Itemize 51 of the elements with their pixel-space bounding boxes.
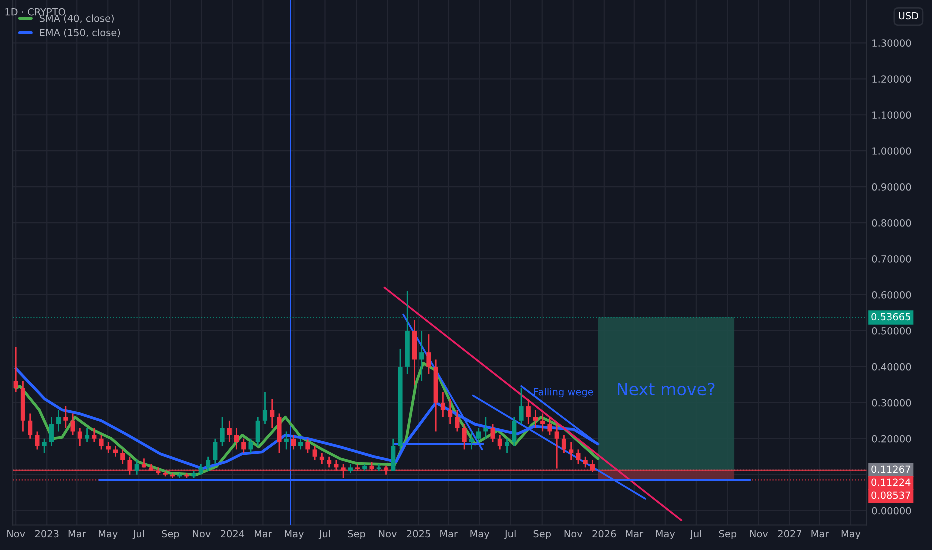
text: 1D · CRYPTO	[6, 8, 66, 16]
x-tick-label: Nov	[750, 530, 768, 538]
x-tick-label: Mar	[254, 530, 272, 538]
x-tick-label: Nov	[8, 530, 26, 538]
y-tick-label: 1.10000	[872, 112, 912, 119]
y-tick-label: 1.30000	[872, 40, 912, 48]
x-tick-label: Sep	[534, 530, 551, 540]
x-tick-label: May	[470, 530, 490, 540]
y-tick-label: 1.20000	[872, 76, 912, 83]
x-tick-label: Jul	[690, 530, 702, 540]
y-axis-title: USD	[899, 12, 919, 20]
x-tick-label: May	[656, 530, 676, 540]
y-tick-label: 0.40000	[872, 363, 912, 371]
x-tick-label: 2025	[407, 530, 430, 538]
y-tick-label: 0.00000	[872, 507, 912, 515]
y-tick-label: 0.70000	[872, 256, 912, 263]
x-tick-label: Jul	[504, 530, 516, 540]
y-tick-label: 0.30000	[872, 399, 912, 407]
x-tick-label: Mar	[68, 530, 86, 538]
y-tick-label: 0.50000	[872, 327, 912, 335]
x-tick-label: May	[99, 530, 118, 540]
ref-line-label: 0.53665	[872, 313, 910, 321]
y-tick-label: 0.60000	[872, 291, 912, 299]
x-tick-label: Mar	[812, 530, 830, 538]
x-tick-label: Sep	[719, 530, 737, 540]
legend-label: SMA (40, close)	[40, 14, 114, 24]
y-tick-label: 0.90000	[872, 184, 912, 191]
x-tick-label: 2024	[221, 530, 245, 538]
y-tick-label: 1.00000	[872, 148, 912, 155]
legend-label: EMA (150, close)	[40, 28, 120, 38]
x-tick-label: Jul	[132, 530, 144, 540]
x-tick-label: Nov	[193, 530, 211, 538]
y-tick-label: 0.80000	[872, 220, 912, 227]
x-tick-label: Nov	[379, 530, 397, 538]
x-tick-label: May	[842, 530, 861, 540]
x-tick-label: Sep	[348, 530, 366, 540]
x-tick-label: 2027	[778, 530, 802, 538]
y-tick-label: 0.20000	[872, 435, 912, 443]
ref-line-label: 0.08537	[872, 492, 910, 500]
x-tick-label: 2023	[35, 530, 59, 538]
ref-line-label: 0.11224	[872, 478, 911, 486]
annotation: Next move?	[618, 383, 715, 396]
x-tick-label: Mar	[626, 530, 644, 538]
x-tick-label: May	[285, 530, 304, 540]
x-tick-label: Nov	[564, 530, 583, 538]
x-tick-label: 2026	[592, 530, 616, 538]
annotation: Falling wege	[534, 388, 594, 398]
ref-line-label: 0.11267	[872, 466, 910, 474]
x-tick-label: Sep	[162, 530, 180, 540]
x-tick-label: Mar	[440, 530, 458, 538]
x-tick-label: Jul	[318, 530, 330, 540]
